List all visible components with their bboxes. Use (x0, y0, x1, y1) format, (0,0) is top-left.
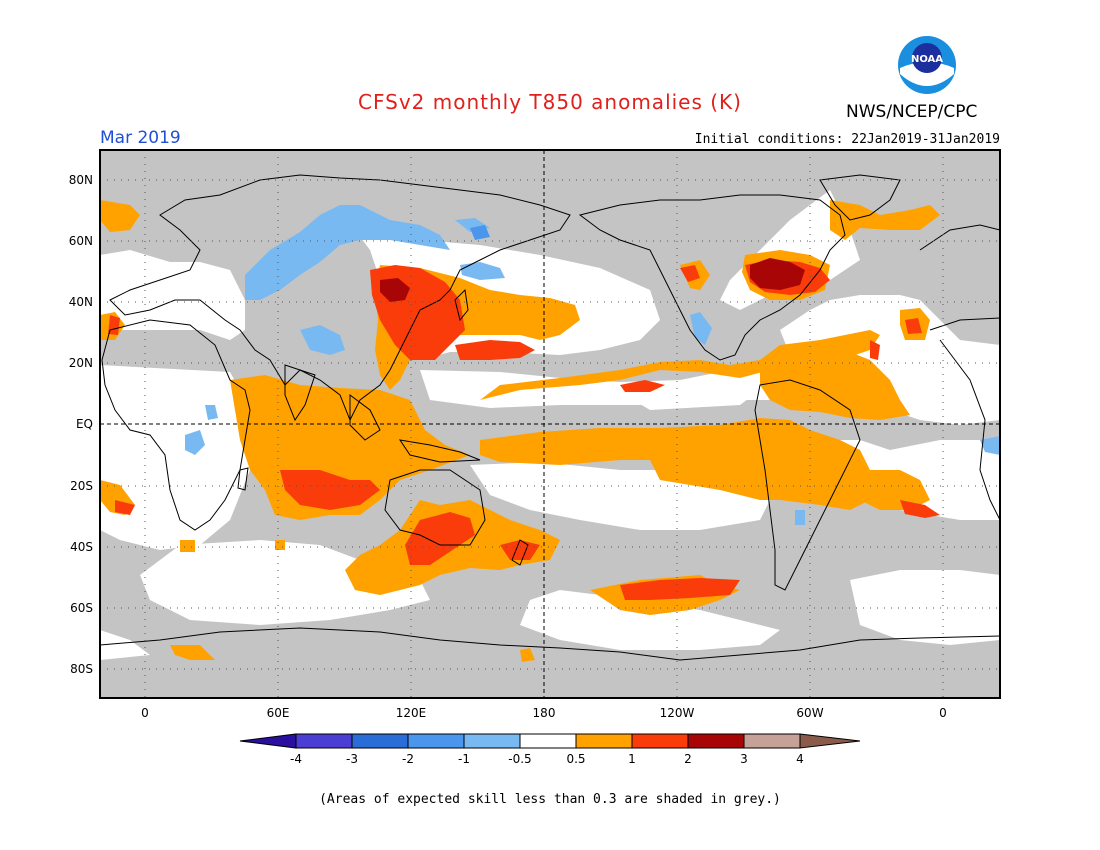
lon-label: 120E (396, 706, 427, 720)
noaa-logo: NOAA (897, 35, 957, 95)
lat-label: 40S (70, 540, 93, 554)
legend-label: 3 (740, 752, 748, 766)
lat-label: 20N (69, 356, 93, 370)
lat-label: 80S (70, 662, 93, 676)
lat-label: 60N (69, 234, 93, 248)
legend-swatch (743, 733, 801, 749)
legend-swatch (295, 733, 353, 749)
legend-swatch (575, 733, 633, 749)
legend-swatch (799, 733, 861, 749)
legend-label: 2 (684, 752, 692, 766)
legend-label: 1 (628, 752, 636, 766)
skill-footnote: (Areas of expected skill less than 0.3 a… (319, 792, 781, 807)
lat-label: 60S (70, 601, 93, 615)
anomaly-blue-regions (470, 225, 490, 240)
legend-swatch (687, 733, 745, 749)
lat-label: EQ (76, 417, 93, 431)
map-frame (99, 149, 1001, 699)
legend-labels: -4 -3 -2 -1 -0.5 0.5 1 2 3 4 (290, 752, 804, 766)
agency-label: NWS/NCEP/CPC (846, 102, 978, 122)
legend-swatch (351, 733, 409, 749)
noaa-logo-text: NOAA (911, 54, 943, 65)
legend-label: 4 (796, 752, 804, 766)
lon-label: 60W (796, 706, 823, 720)
lat-label: 80N (69, 173, 93, 187)
map-title: CFSv2 monthly T850 anomalies (K) (358, 90, 742, 114)
legend-label: -0.5 (508, 752, 531, 766)
legend-label: 0.5 (566, 752, 585, 766)
lat-label: 20S (70, 479, 93, 493)
legend-label: -2 (402, 752, 414, 766)
anomaly-darkred-regions (380, 258, 805, 302)
equator-dateline (100, 150, 1000, 698)
lon-label: 60E (267, 706, 290, 720)
lat-label: 40N (69, 295, 93, 309)
legend-label: -1 (458, 752, 470, 766)
legend-swatch (519, 733, 577, 749)
legend-label: -3 (346, 752, 358, 766)
legend-label: -4 (290, 752, 302, 766)
legend-swatch (407, 733, 465, 749)
initial-conditions-label: Initial conditions: 22Jan2019-31Jan2019 (694, 132, 1000, 147)
lon-label: 0 (939, 706, 947, 720)
longitude-labels: 0 60E 120E 180 120W 60W 0 (141, 706, 947, 720)
lon-label: 0 (141, 706, 149, 720)
latitude-labels: 80N 60N 40N 20N EQ 20S 40S 60S 80S (69, 173, 93, 676)
coastlines (100, 174, 1000, 661)
legend-swatch (463, 733, 521, 749)
legend-swatch (239, 733, 297, 749)
color-legend (239, 733, 861, 749)
lon-label: 120W (660, 706, 695, 720)
legend-swatch (631, 733, 689, 749)
valid-month-label: Mar 2019 (100, 128, 181, 148)
lon-label: 180 (533, 706, 556, 720)
